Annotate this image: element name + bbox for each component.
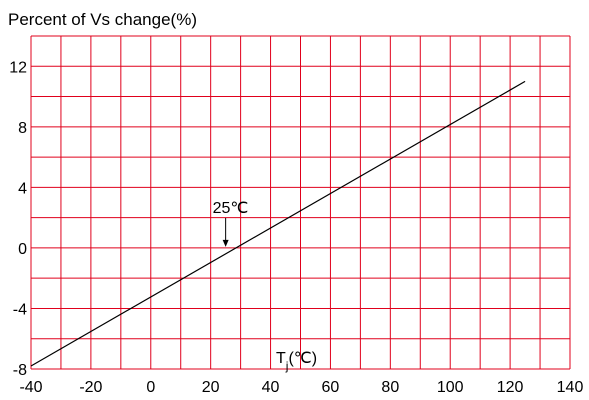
series-layer [30, 80, 526, 367]
x-tick-label: -20 [79, 379, 102, 396]
x-tick-label: 100 [437, 379, 464, 396]
annotation-tj-label: Tj(℃) [276, 350, 317, 373]
annotation-arrow [222, 217, 229, 247]
x-tick-label: 80 [381, 379, 399, 396]
x-tick-label: 0 [146, 379, 155, 396]
annotation-25c: 25℃ [213, 200, 249, 217]
annotation-arrow-head [222, 239, 229, 247]
x-tick-label: 120 [497, 379, 524, 396]
x-tick-label: 20 [202, 379, 220, 396]
chart-title: Percent of Vs change(%) [8, 10, 197, 29]
y-tick-label: -4 [13, 301, 27, 318]
x-tick-label: 40 [262, 379, 280, 396]
annotation-tj-tail: (℃) [288, 350, 317, 367]
series-line [30, 80, 526, 367]
annotation-tj-sub: j [285, 359, 289, 373]
y-tick-label: -8 [13, 362, 27, 379]
x-tick-label: 140 [557, 379, 584, 396]
x-tick-label: -40 [19, 379, 42, 396]
y-tick-label: 0 [18, 241, 27, 258]
y-tick-label: 12 [9, 59, 27, 76]
grid [30, 35, 571, 370]
x-tick-label: 60 [322, 379, 340, 396]
annotations: 25℃ Tj(℃) [213, 200, 317, 373]
y-tick-label: 4 [18, 180, 27, 197]
annotation-tj-main: T [276, 350, 286, 367]
y-tick-label: 8 [18, 120, 27, 137]
